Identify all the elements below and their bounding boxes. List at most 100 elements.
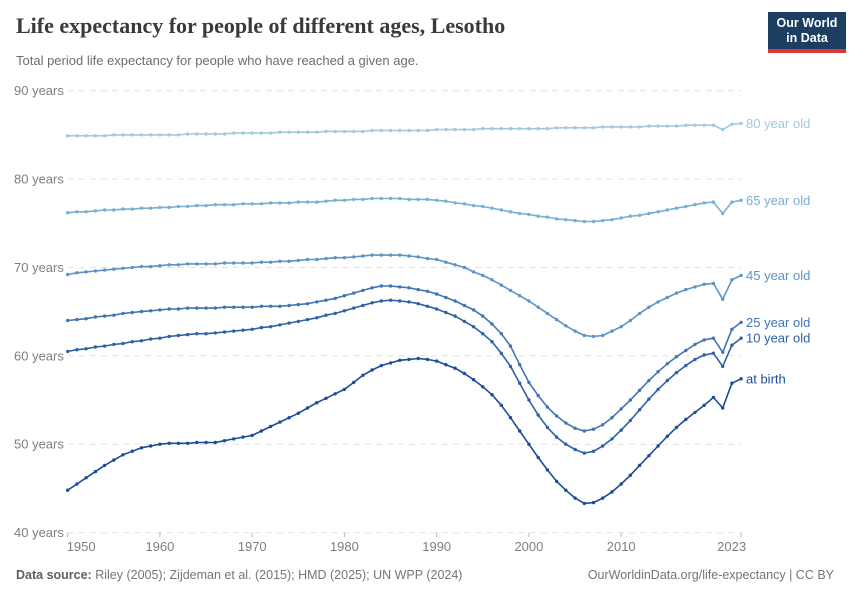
data-point bbox=[379, 363, 383, 368]
x-axis-label: 2023 bbox=[717, 539, 746, 554]
data-point bbox=[425, 128, 430, 133]
owid-link[interactable]: OurWorldinData.org/life-expectancy bbox=[587, 568, 786, 582]
series-80-year-old[interactable] bbox=[66, 121, 743, 138]
data-point bbox=[361, 373, 365, 377]
data-point bbox=[453, 127, 457, 132]
data-point bbox=[545, 127, 550, 131]
data-point bbox=[352, 255, 356, 259]
data-point bbox=[84, 134, 88, 138]
data-point bbox=[407, 286, 411, 290]
data-point bbox=[112, 342, 116, 347]
data-point bbox=[628, 418, 633, 423]
data-point bbox=[508, 288, 513, 293]
data-point bbox=[93, 134, 98, 138]
series-45-year-old[interactable] bbox=[66, 253, 743, 339]
data-point bbox=[232, 305, 236, 309]
data-point bbox=[490, 278, 494, 282]
data-point bbox=[471, 378, 476, 382]
data-point bbox=[730, 381, 734, 385]
data-point bbox=[711, 336, 716, 340]
data-point bbox=[112, 208, 116, 212]
data-point bbox=[564, 442, 568, 446]
data-point bbox=[241, 305, 245, 309]
data-point bbox=[278, 420, 282, 424]
data-point bbox=[444, 260, 448, 264]
data-point bbox=[647, 454, 651, 458]
series-at-birth[interactable] bbox=[66, 356, 743, 506]
data-point bbox=[545, 405, 550, 409]
data-point bbox=[416, 197, 420, 202]
data-point bbox=[305, 406, 310, 410]
data-point bbox=[462, 265, 467, 270]
data-point bbox=[721, 211, 725, 216]
series-10-year-old[interactable] bbox=[66, 298, 743, 455]
data-point bbox=[518, 381, 522, 385]
series-25-year-old[interactable] bbox=[66, 284, 743, 433]
data-point bbox=[213, 331, 217, 335]
data-point bbox=[176, 133, 181, 137]
data-point bbox=[435, 307, 439, 311]
data-point bbox=[674, 291, 679, 295]
data-point bbox=[508, 364, 513, 369]
data-point bbox=[259, 131, 264, 135]
data-point bbox=[518, 211, 522, 216]
data-point bbox=[601, 125, 605, 129]
data-point bbox=[342, 129, 347, 134]
data-point bbox=[693, 342, 697, 347]
data-point bbox=[75, 482, 79, 486]
data-point bbox=[730, 327, 734, 331]
series-65-year-old[interactable] bbox=[66, 196, 743, 224]
data-point bbox=[315, 130, 319, 134]
data-point bbox=[739, 273, 743, 278]
data-point bbox=[342, 198, 347, 202]
data-point bbox=[167, 205, 171, 210]
data-point bbox=[296, 319, 300, 324]
data-point bbox=[149, 133, 153, 137]
data-point bbox=[370, 128, 374, 133]
data-point bbox=[499, 208, 503, 212]
data-point bbox=[721, 297, 725, 301]
data-point bbox=[665, 124, 669, 128]
data-point bbox=[582, 501, 586, 506]
data-point bbox=[610, 218, 614, 222]
data-point bbox=[185, 204, 190, 209]
data-point bbox=[139, 206, 144, 210]
data-point bbox=[333, 392, 337, 396]
data-point bbox=[693, 357, 697, 362]
data-point bbox=[259, 260, 264, 264]
data-point bbox=[619, 216, 623, 220]
series-layer bbox=[66, 121, 743, 506]
x-axis-label: 1990 bbox=[422, 539, 451, 554]
data-point bbox=[693, 410, 697, 415]
data-point bbox=[195, 132, 199, 136]
data-point bbox=[102, 314, 107, 318]
data-point bbox=[527, 380, 531, 385]
chart-footer: Data source: Riley (2005); Zijdeman et a… bbox=[16, 568, 834, 582]
data-point bbox=[471, 270, 476, 274]
data-point bbox=[324, 129, 328, 134]
data-point bbox=[564, 126, 568, 130]
data-point bbox=[93, 315, 98, 319]
owid-logo[interactable]: Our World in Data bbox=[768, 12, 846, 53]
data-point bbox=[342, 309, 347, 313]
data-point bbox=[176, 333, 181, 338]
data-point bbox=[268, 325, 273, 329]
data-point bbox=[601, 218, 605, 223]
data-point bbox=[656, 210, 660, 214]
y-axis-label: 70 years bbox=[14, 260, 64, 275]
data-point bbox=[352, 306, 356, 310]
data-point bbox=[287, 201, 291, 205]
data-point bbox=[66, 134, 70, 138]
data-point bbox=[425, 304, 430, 308]
data-point bbox=[305, 130, 310, 134]
y-axis-label: 90 years bbox=[14, 83, 64, 98]
data-point bbox=[508, 344, 513, 348]
data-point bbox=[324, 396, 328, 400]
data-point bbox=[490, 206, 494, 210]
data-point bbox=[333, 296, 337, 301]
data-point bbox=[333, 198, 337, 202]
data-point bbox=[259, 325, 264, 330]
data-point bbox=[139, 264, 144, 269]
data-point bbox=[250, 327, 254, 331]
